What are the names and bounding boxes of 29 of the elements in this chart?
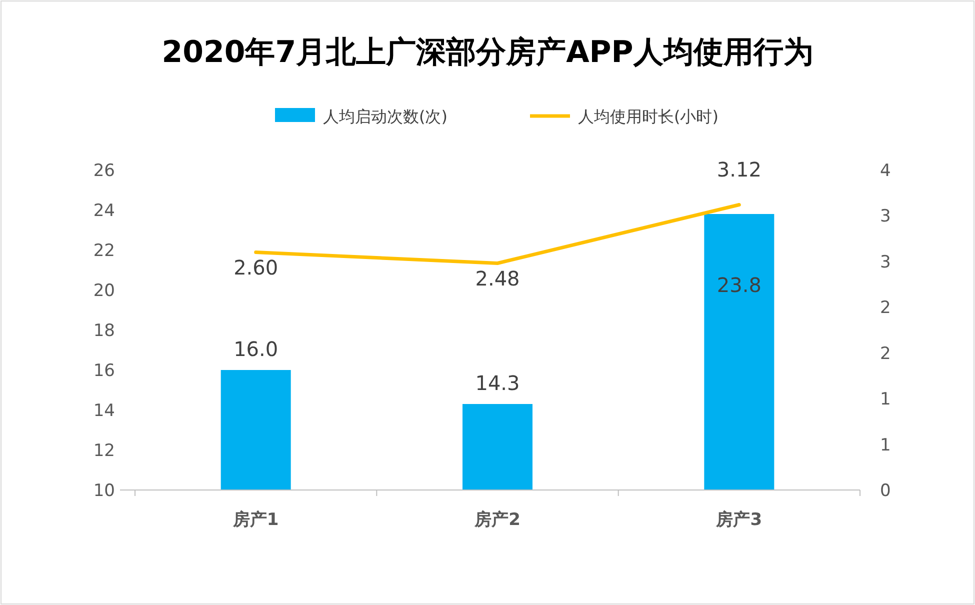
- y2-tick-label: 0: [880, 481, 891, 501]
- legend-label: 人均启动次数(次): [323, 107, 448, 126]
- data-label: 2.60: [234, 255, 278, 280]
- data-label: 3.12: [716, 158, 762, 182]
- legend-label: 人均使用时长(小时): [578, 107, 718, 126]
- y2-tick-label: 2: [880, 344, 891, 364]
- data-label: 2.48: [475, 266, 520, 290]
- y-tick-label: 26: [93, 161, 115, 181]
- y-tick-label: 16: [93, 361, 115, 381]
- chart-title: 2020年7月北上广深部分房产APP人均使用行为: [162, 35, 814, 70]
- data-label: 16.0: [234, 337, 278, 361]
- y-tick-label: 12: [93, 441, 115, 461]
- y2-tick-label: 3: [880, 252, 891, 272]
- y-tick-label: 10: [93, 481, 115, 501]
- y-tick-label: 18: [93, 321, 115, 341]
- y-tick-label: 20: [93, 281, 115, 301]
- x-tick-label: 房产3: [715, 510, 762, 530]
- x-tick-label: 房产2: [474, 510, 520, 530]
- y2-tick-label: 3: [880, 206, 891, 227]
- data-label: 23.8: [716, 273, 762, 297]
- y-tick-label: 14: [93, 401, 115, 421]
- x-tick-label: 房产1: [232, 510, 279, 530]
- y-tick-label: 22: [93, 241, 115, 261]
- data-label: 14.3: [475, 371, 520, 395]
- y2-tick-label: 4: [880, 161, 891, 181]
- y2-tick-label: 1: [880, 435, 891, 456]
- y2-tick-label: 1: [880, 390, 891, 410]
- y2-tick-label: 2: [880, 298, 891, 318]
- y-tick-label: 24: [93, 201, 115, 221]
